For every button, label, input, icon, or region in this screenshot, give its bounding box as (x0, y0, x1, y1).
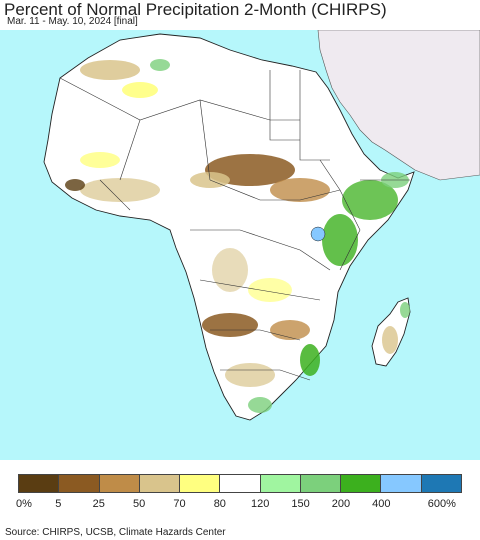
source-credit: Source: CHIRPS, UCSB, Climate Hazards Ce… (5, 527, 226, 538)
legend-label-0: 0% (16, 498, 32, 510)
legend-label-8: 200 (331, 498, 351, 510)
legend-label-1: 5 (55, 498, 62, 510)
legend-swatch-7 (300, 475, 342, 492)
country-borders (59, 70, 410, 381)
africa-precipitation-map (0, 30, 480, 460)
legend-swatch-9 (381, 475, 422, 492)
map-title: Percent of Normal Precipitation 2-Month … (4, 0, 387, 19)
middle-east-region (317, 30, 480, 181)
legend-label-10: 600% (427, 498, 456, 510)
legend-swatch-10 (421, 475, 461, 492)
legend-label-6: 120 (250, 498, 270, 510)
legend-label-5: 80 (213, 498, 226, 510)
precipitation-patches (65, 59, 410, 413)
legend-swatch-6 (260, 475, 301, 492)
legend-swatch-1 (59, 475, 100, 492)
legend-swatch-0 (19, 475, 60, 492)
legend-label-9: 400 (372, 498, 391, 510)
map-subtitle: Mar. 11 - May. 10, 2024 [final] (7, 16, 138, 27)
legend-swatch-3 (139, 475, 181, 492)
legend-swatch-4 (180, 475, 221, 492)
legend-label-2: 25 (92, 498, 105, 510)
legend-swatch-8 (341, 475, 382, 492)
legend-swatch-5 (220, 475, 261, 492)
legend-label-4: 70 (173, 498, 186, 510)
legend-swatch-2 (99, 475, 140, 492)
legend-color-bar (18, 474, 462, 493)
legend-label-7: 150 (291, 498, 310, 510)
lake-victoria (310, 226, 326, 242)
legend-label-3: 50 (132, 498, 146, 510)
